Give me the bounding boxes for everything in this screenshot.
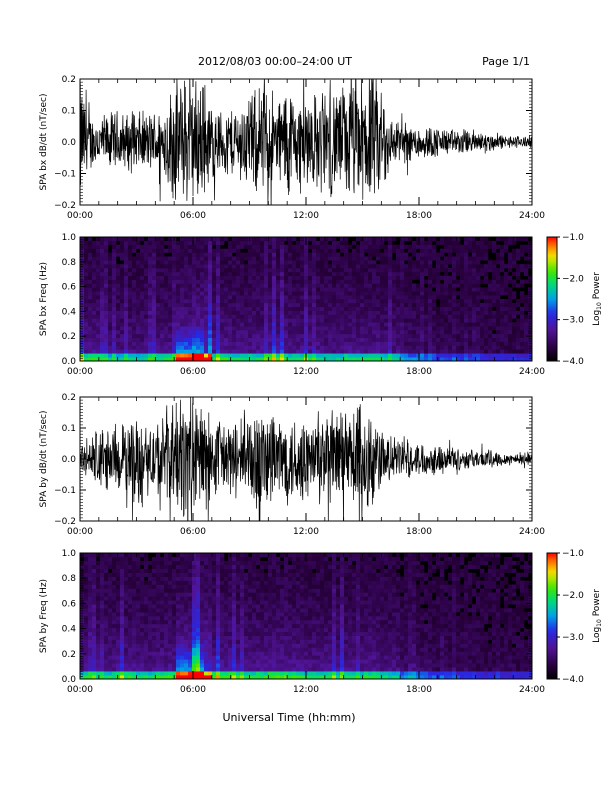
x-tick-label: 18:00	[406, 527, 432, 537]
y-tick-label: 0.0	[62, 455, 77, 465]
y-tick-label: 0.2	[62, 75, 76, 85]
y-axis-label: SPA bx dB/dt (nT/sec)	[39, 94, 49, 191]
y-axis-label: SPA by Freq (Hz)	[39, 579, 49, 653]
y-axis-label: SPA bx Freq (Hz)	[39, 262, 49, 336]
y-tick-label: 1.0	[62, 549, 77, 559]
colorbar	[546, 236, 558, 362]
colorbar-label: Log10 Power	[592, 589, 603, 643]
colorbar-tick-label: −3.0	[562, 633, 584, 643]
y-tick-label: 1.0	[62, 233, 77, 243]
y-tick-label: −0.1	[54, 170, 76, 180]
spectrogram-cells	[80, 553, 533, 680]
y-tick-label: 0.6	[62, 599, 77, 609]
colorbar-tick-label: −2.0	[562, 591, 584, 601]
y-axis-label: SPA by dB/dt (nT/sec)	[39, 411, 49, 508]
y-tick-label: 0.0	[62, 138, 77, 148]
bx-waveform-panel: 00:00 06:00 12:00 18:00 24:00 −0.2 −0.1 0.0 0.1 0…	[39, 75, 545, 221]
y-tick-label: −0.1	[54, 486, 76, 496]
y-tick-label: 0.1	[62, 107, 76, 117]
y-tick-label: −0.2	[54, 517, 76, 527]
waveform-trace	[80, 79, 532, 205]
x-tick-label: 12:00	[293, 211, 319, 221]
x-tick-label: 00:00	[67, 685, 93, 695]
y-tick-label: 0.1	[62, 424, 76, 434]
page-indicator: Page 1/1	[482, 55, 530, 68]
x-tick-label: 24:00	[519, 367, 545, 377]
x-axis-label: Universal Time (hh:mm)	[223, 711, 356, 724]
figure-title: 2012/08/03 00:00–24:00 UT	[198, 55, 352, 68]
colorbar-tick-label: −3.0	[562, 316, 584, 326]
x-tick-label: 24:00	[519, 685, 545, 695]
waveform-trace	[80, 397, 532, 521]
y-tick-label: 0.2	[62, 650, 76, 660]
x-tick-label: 24:00	[519, 527, 545, 537]
y-tick-label: 0.4	[62, 625, 77, 635]
x-tick-label: 12:00	[293, 685, 319, 695]
y-tick-label: 0.0	[62, 357, 77, 367]
bx-spectrogram-panel: 00:00 06:00 12:00 18:00 24:00 0.0 0.2 0.4 0.6 0.8…	[39, 233, 603, 377]
x-tick-label: 12:00	[293, 367, 319, 377]
x-tick-label: 18:00	[406, 211, 432, 221]
x-tick-label: 06:00	[180, 211, 206, 221]
colorbar-tick-label: −4.0	[562, 675, 584, 685]
x-tick-label: 24:00	[519, 211, 545, 221]
y-tick-label: 0.8	[62, 258, 77, 268]
colorbar	[546, 552, 558, 680]
x-tick-label: 18:00	[406, 685, 432, 695]
colorbar-label: Log10 Power	[592, 272, 603, 326]
x-tick-label: 00:00	[67, 527, 93, 537]
x-tick-label: 06:00	[180, 527, 206, 537]
by-waveform-panel: 00:00 06:00 12:00 18:00 24:00 −0.2 −0.1 0.0 0.1 0…	[39, 393, 545, 537]
y-tick-label: 0.6	[62, 283, 77, 293]
y-tick-label: −0.2	[54, 201, 76, 211]
y-tick-label: 0.2	[62, 393, 76, 403]
y-tick-label: 0.4	[62, 307, 77, 317]
colorbar-tick-label: −1.0	[562, 549, 584, 559]
x-tick-label: 12:00	[293, 527, 319, 537]
colorbar-tick-label: −2.0	[562, 274, 584, 284]
x-tick-label: 06:00	[180, 685, 206, 695]
y-tick-label: 0.2	[62, 332, 76, 342]
x-tick-label: 06:00	[180, 367, 206, 377]
x-tick-label: 18:00	[406, 367, 432, 377]
by-spectrogram-panel: 00:00 06:00 12:00 18:00 24:00 0.0 0.2 0.4 0.6 0.8…	[39, 549, 603, 695]
y-tick-label: 0.0	[62, 675, 77, 685]
spectrogram-cells	[80, 237, 533, 362]
x-tick-label: 00:00	[67, 367, 93, 377]
colorbar-tick-label: −1.0	[562, 233, 584, 243]
y-tick-label: 0.8	[62, 574, 77, 584]
x-tick-label: 00:00	[67, 211, 93, 221]
colorbar-tick-label: −4.0	[562, 357, 584, 367]
